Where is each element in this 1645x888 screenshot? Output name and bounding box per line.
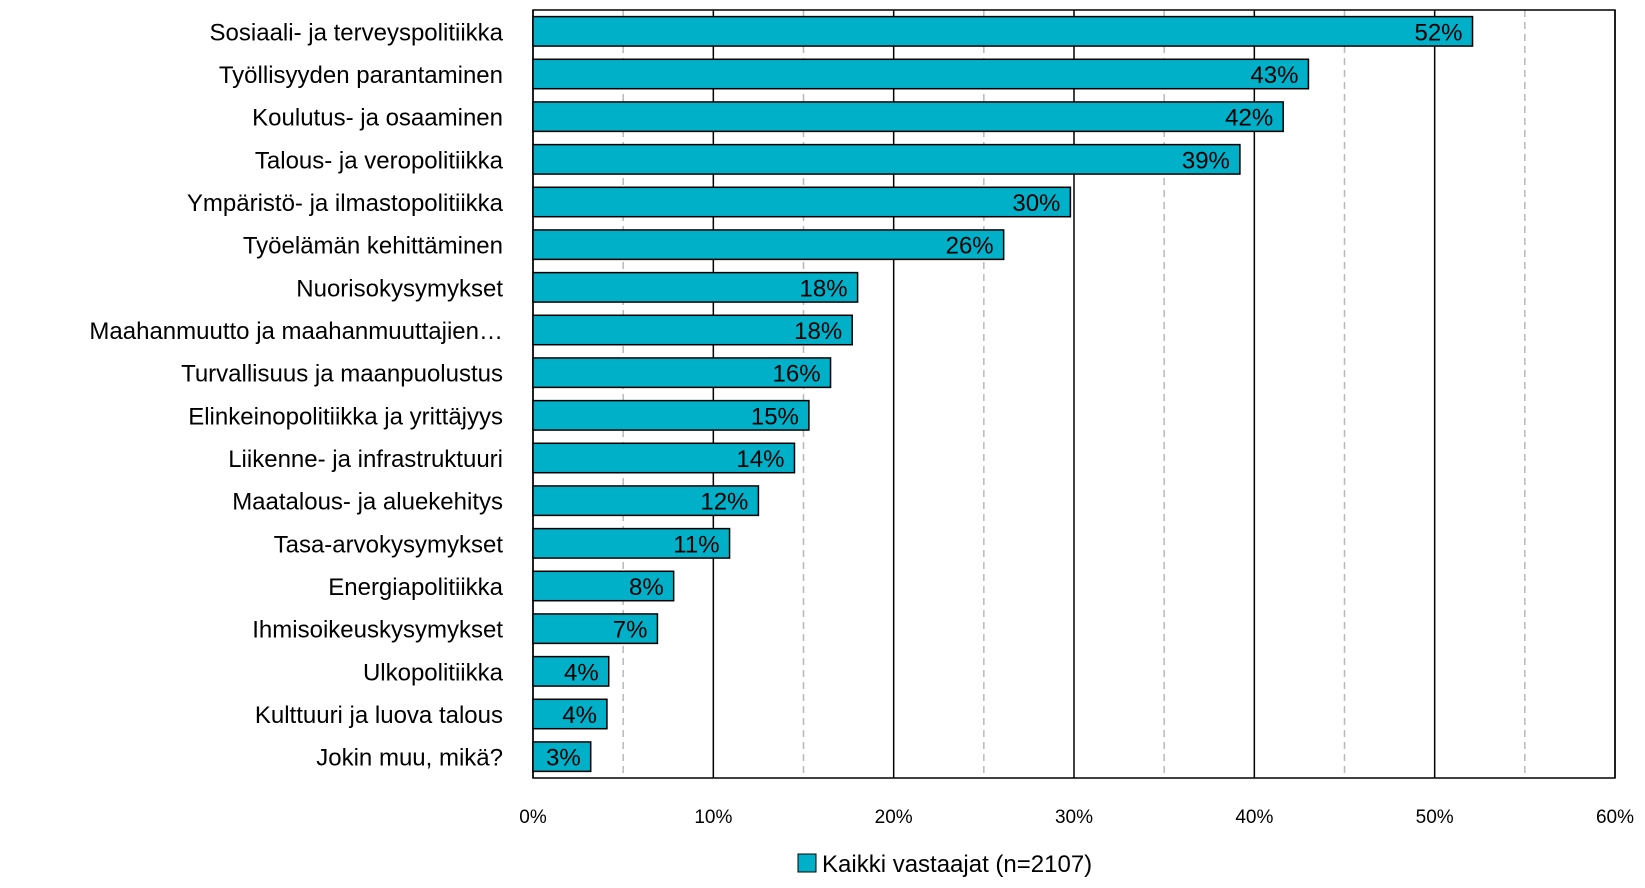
- legend: Kaikki vastaajat (n=2107): [797, 851, 1092, 878]
- bar: [532, 527, 731, 559]
- bar: [532, 143, 1241, 175]
- category-label: Kulttuuri ja luova talous: [255, 702, 503, 729]
- data-label: 8%: [629, 574, 664, 601]
- data-label: 30%: [1012, 190, 1060, 217]
- category-label: Energiapolitiikka: [328, 574, 503, 601]
- x-tick-label: 40%: [1235, 807, 1273, 828]
- data-label: 52%: [1414, 19, 1462, 46]
- data-label: 39%: [1182, 147, 1230, 174]
- category-label: Jokin muu, mikä?: [316, 745, 503, 772]
- bar: [532, 58, 1310, 90]
- category-label: Tasa-arvokysymykset: [274, 531, 504, 558]
- bar: [532, 613, 659, 645]
- bar: [532, 314, 853, 346]
- category-label: Nuorisokysymykset: [296, 275, 503, 302]
- category-label: Ulkopolitiikka: [363, 659, 504, 686]
- category-label: Maahanmuutto ja maahanmuuttajien…: [89, 318, 503, 345]
- bar: [532, 485, 760, 517]
- data-label: 18%: [794, 318, 842, 345]
- data-label: 3%: [546, 745, 581, 772]
- label-layer: 0% 10% 20% 30% 40% 50% 60% 52% Sosiaali- ja terv…: [89, 19, 1634, 828]
- data-label: 16%: [773, 361, 821, 388]
- category-label: Elinkeinopolitiikka ja yrittäjyys: [188, 403, 503, 430]
- bar: [532, 655, 610, 687]
- legend-swatch: [797, 853, 817, 873]
- bar: [532, 741, 592, 773]
- bar: [532, 101, 1284, 133]
- x-tick-label: 10%: [694, 807, 732, 828]
- x-tick-label: 30%: [1055, 807, 1093, 828]
- legend-label: Kaikki vastaajat (n=2107): [822, 851, 1092, 878]
- data-label: 42%: [1225, 105, 1273, 132]
- data-label: 14%: [736, 446, 784, 473]
- data-label: 4%: [564, 659, 599, 686]
- bar: [532, 357, 832, 389]
- category-label: Työelämän kehittäminen: [243, 233, 503, 260]
- plot-border: [532, 9, 1616, 779]
- bar: [532, 570, 675, 602]
- bar: [532, 15, 1474, 47]
- x-tick-label: 60%: [1596, 807, 1634, 828]
- data-label: 18%: [800, 275, 848, 302]
- data-label: 43%: [1250, 62, 1298, 89]
- bar-layer: [532, 15, 1474, 773]
- data-label: 12%: [700, 489, 748, 516]
- bar: [532, 229, 1005, 261]
- data-label: 7%: [613, 617, 648, 644]
- data-label: 4%: [562, 702, 597, 729]
- bar: [532, 698, 608, 730]
- data-label: 26%: [946, 233, 994, 260]
- category-label: Työllisyyden parantaminen: [219, 62, 503, 89]
- x-tick-label: 0%: [519, 807, 547, 828]
- x-tick-label: 50%: [1416, 807, 1454, 828]
- bar: [532, 186, 1072, 218]
- data-label: 11%: [673, 531, 719, 558]
- category-label: Maatalous- ja aluekehitys: [232, 489, 503, 516]
- category-label: Koulutus- ja osaaminen: [252, 105, 503, 132]
- category-label: Turvallisuus ja maanpuolustus: [181, 361, 503, 388]
- category-label: Liikenne- ja infrastruktuuri: [228, 446, 503, 473]
- bar: [532, 271, 859, 303]
- bar: [532, 399, 810, 431]
- data-label: 15%: [751, 403, 799, 430]
- x-tick-label: 20%: [875, 807, 913, 828]
- category-label: Sosiaali- ja terveyspolitiikka: [210, 19, 504, 46]
- category-label: Ympäristö- ja ilmastopolitiikka: [187, 190, 504, 217]
- category-label: Talous- ja veropolitiikka: [255, 147, 504, 174]
- category-label: Ihmisoikeuskysymykset: [252, 617, 503, 644]
- grid-layer: [532, 9, 1616, 779]
- bar: [532, 442, 796, 474]
